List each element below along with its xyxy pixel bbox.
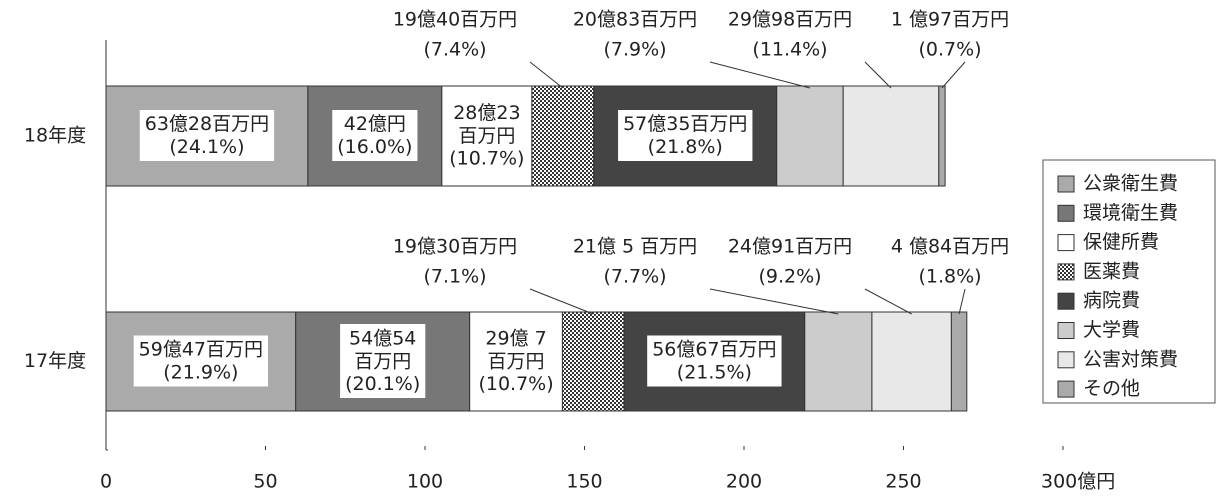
value-label: 24億91百万円 [728, 236, 852, 258]
legend-swatch [1057, 204, 1075, 222]
legend-swatch [1057, 234, 1075, 252]
label-box [444, 98, 530, 173]
value-label: 19億30百万円 [393, 236, 517, 258]
category-label: 17年度 [24, 350, 86, 372]
legend-label: 保健所費 [1083, 231, 1159, 253]
value-label: 54億54 百万円 [349, 327, 416, 372]
value-label: 21億 5 百万円 [573, 236, 697, 258]
legend-swatch [1057, 380, 1075, 398]
share-label: (20.1%) [345, 373, 420, 395]
value-label: 59億47百万円 [139, 339, 263, 361]
value-label-group: 54億54 百万円(20.1%) [340, 324, 426, 398]
bar-segment [804, 311, 873, 412]
label-box [139, 110, 275, 161]
share-label: (21.5%) [677, 362, 752, 384]
share-label: (7.9%) [603, 39, 666, 61]
legend-swatch [1057, 292, 1075, 310]
share-label: (24.1%) [169, 136, 244, 158]
x-tick-label: 150 [566, 471, 602, 493]
bar-segment [531, 85, 595, 187]
value-label: 4 億84百万円 [891, 236, 1009, 258]
value-label: 42億円 [344, 113, 406, 135]
share-label: (10.7%) [478, 373, 553, 395]
value-label: 56億67百万円 [652, 339, 776, 361]
value-label: 1 億97百万円 [891, 9, 1009, 31]
legend-label: 公害対策費 [1083, 348, 1178, 370]
value-label: 20億83百万円 [573, 9, 697, 31]
label-box [332, 110, 418, 161]
bar-segment [842, 85, 940, 187]
share-label: (1.8%) [918, 266, 981, 288]
value-label: 29億 7 百万円 [485, 327, 546, 372]
legend-swatch [1057, 175, 1075, 193]
legend-label: 環境衛生費 [1083, 202, 1178, 224]
leader-line [709, 61, 811, 89]
value-label: 19億40百万円 [393, 9, 517, 31]
legend-label: 病院費 [1083, 290, 1140, 312]
value-label-group: 57億35百万円(21.8%) [618, 110, 753, 161]
leader-line [529, 61, 564, 89]
share-label: (11.4%) [752, 39, 827, 61]
legend-swatch [1057, 263, 1075, 281]
leader-line [709, 288, 839, 315]
share-label: (7.7%) [603, 266, 666, 288]
label-box [647, 335, 782, 387]
label-box [618, 110, 753, 161]
x-tick-label: 0 [100, 471, 112, 493]
x-tick-label: 50 [253, 471, 277, 493]
legend-swatch [1057, 351, 1075, 369]
legend-label: 公衆衛生費 [1083, 173, 1178, 195]
value-label: 28億23 百万円 [453, 102, 520, 147]
share-label: (7.1%) [423, 266, 486, 288]
label-box [340, 324, 426, 398]
value-label-group: 59億47百万円(21.9%) [133, 335, 269, 387]
value-label-group: 56億67百万円(21.5%) [647, 335, 782, 387]
x-tick-label: 250 [885, 471, 921, 493]
share-label: (0.7%) [918, 39, 981, 61]
leader-line [529, 288, 594, 315]
legend-label: 大学費 [1083, 319, 1140, 341]
value-label-group: 28億23 百万円(10.7%) [444, 98, 530, 173]
value-label-group: 42億円(16.0%) [332, 110, 418, 161]
x-tick-label: 200 [726, 471, 762, 493]
leader-line [864, 288, 912, 315]
leader-line [958, 288, 966, 315]
bar-segment [938, 85, 946, 187]
legend-label: その他 [1083, 378, 1140, 400]
legend-label: 医薬費 [1083, 260, 1140, 282]
leader-line [864, 61, 892, 89]
legend-swatch [1057, 322, 1075, 339]
value-label-group: 63億28百万円(24.1%) [139, 110, 275, 161]
leader-line [941, 61, 966, 89]
value-label: 29億98百万円 [728, 9, 852, 31]
label-box [133, 335, 269, 387]
share-label: (16.0%) [337, 136, 412, 158]
share-label: (21.9%) [163, 362, 238, 384]
share-label: (21.8%) [648, 136, 723, 158]
share-label: (9.2%) [758, 266, 821, 288]
bar-segment [950, 311, 968, 412]
share-label: (7.4%) [423, 39, 486, 61]
bar-segment [871, 311, 952, 412]
value-label: 63億28百万円 [145, 113, 269, 135]
category-label: 18年度 [24, 125, 86, 147]
x-tick-label: 300億円 [1041, 471, 1115, 493]
label-box [473, 324, 559, 398]
x-tick-label: 100 [407, 471, 443, 493]
share-label: (10.7%) [449, 148, 524, 170]
bar-segment [776, 85, 844, 187]
value-label: 57億35百万円 [623, 113, 747, 135]
value-label-group: 29億 7 百万円(10.7%) [473, 324, 559, 398]
bar-segment [561, 311, 625, 412]
